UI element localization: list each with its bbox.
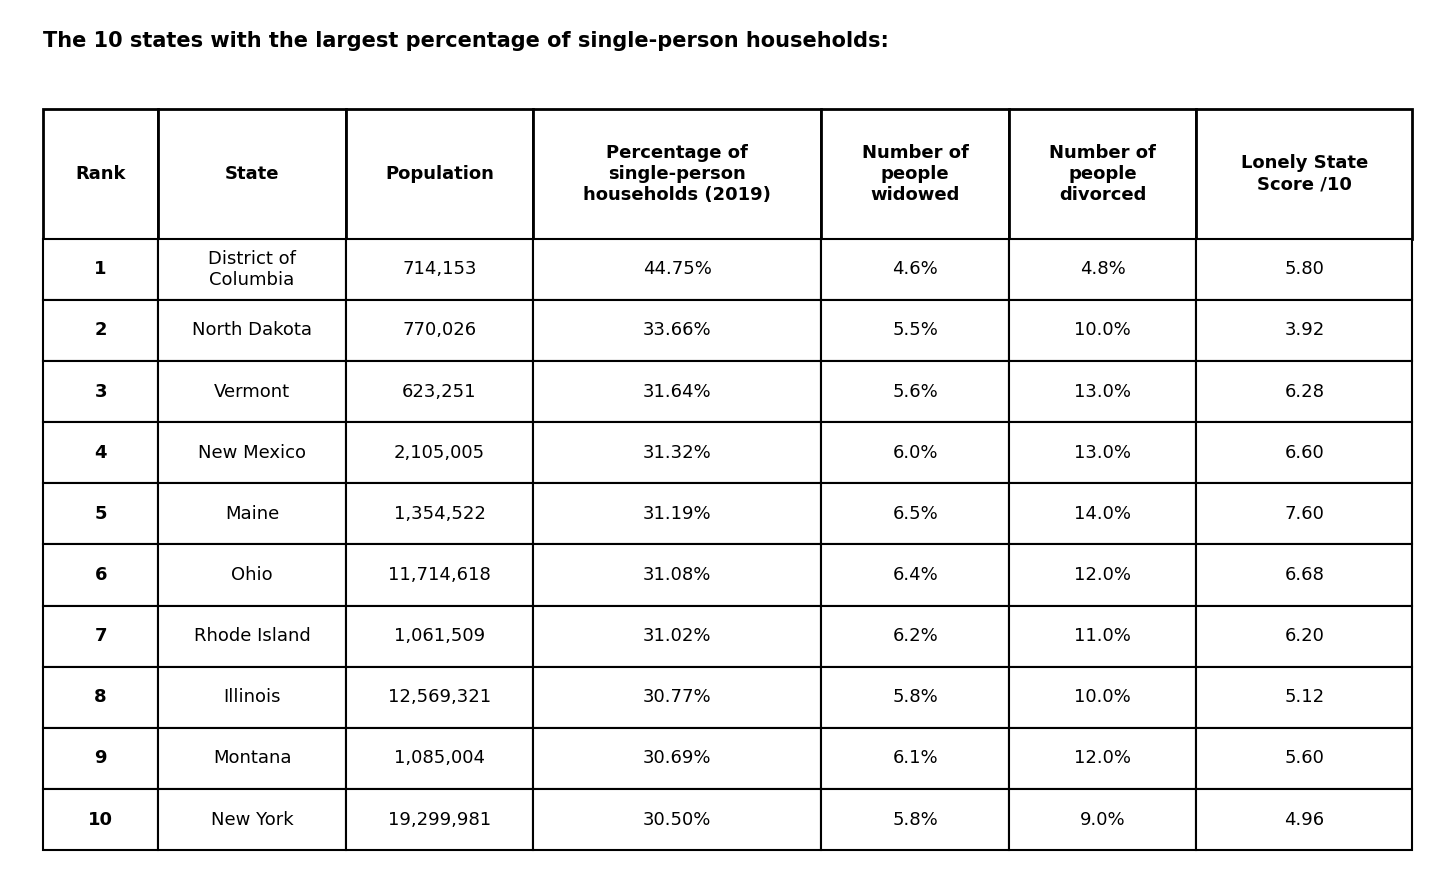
Text: Vermont: Vermont: [214, 383, 290, 400]
Text: 31.19%: 31.19%: [642, 505, 711, 523]
Text: 31.02%: 31.02%: [642, 627, 711, 645]
Text: 6.4%: 6.4%: [892, 566, 938, 584]
Text: 6.0%: 6.0%: [892, 444, 938, 462]
Text: 5.8%: 5.8%: [892, 811, 938, 828]
Text: Rank: Rank: [76, 165, 126, 183]
Text: Ohio: Ohio: [231, 566, 272, 584]
Text: The 10 states with the largest percentage of single-person households:: The 10 states with the largest percentag…: [43, 31, 889, 51]
Text: 3.92: 3.92: [1285, 322, 1325, 339]
Text: North Dakota: North Dakota: [192, 322, 313, 339]
Text: District of
Columbia: District of Columbia: [208, 250, 295, 289]
Text: 10: 10: [87, 811, 113, 828]
Text: 5.80: 5.80: [1285, 260, 1325, 278]
Text: 770,026: 770,026: [403, 322, 476, 339]
Text: 12.0%: 12.0%: [1074, 749, 1131, 767]
Text: 1: 1: [95, 260, 108, 278]
Text: 30.50%: 30.50%: [642, 811, 711, 828]
Text: 1,061,509: 1,061,509: [394, 627, 485, 645]
Text: 6.5%: 6.5%: [892, 505, 938, 523]
Text: 5.8%: 5.8%: [892, 688, 938, 706]
Text: 4.96: 4.96: [1285, 811, 1325, 828]
Text: 31.08%: 31.08%: [642, 566, 711, 584]
Text: Number of
people
widowed: Number of people widowed: [862, 144, 968, 204]
Text: 6.2%: 6.2%: [892, 627, 938, 645]
Text: 30.69%: 30.69%: [642, 749, 711, 767]
Text: 623,251: 623,251: [402, 383, 476, 400]
Text: 10.0%: 10.0%: [1074, 322, 1131, 339]
Text: 4.6%: 4.6%: [892, 260, 938, 278]
Text: 1,354,522: 1,354,522: [393, 505, 485, 523]
Text: 5.12: 5.12: [1285, 688, 1325, 706]
Text: 12.0%: 12.0%: [1074, 566, 1131, 584]
Text: 1,085,004: 1,085,004: [394, 749, 485, 767]
Text: 11,714,618: 11,714,618: [389, 566, 490, 584]
Text: Lonely State
Score /10: Lonely State Score /10: [1240, 154, 1368, 194]
Text: Illinois: Illinois: [224, 688, 281, 706]
Text: 5.5%: 5.5%: [892, 322, 938, 339]
Text: 10.0%: 10.0%: [1074, 688, 1131, 706]
Text: 714,153: 714,153: [402, 260, 476, 278]
Text: New Mexico: New Mexico: [198, 444, 305, 462]
Text: Number of
people
divorced: Number of people divorced: [1050, 144, 1156, 204]
Text: 4: 4: [95, 444, 108, 462]
Text: Rhode Island: Rhode Island: [194, 627, 310, 645]
Text: 5.6%: 5.6%: [892, 383, 938, 400]
Text: 13.0%: 13.0%: [1074, 444, 1131, 462]
Text: 12,569,321: 12,569,321: [387, 688, 490, 706]
Text: 6: 6: [95, 566, 108, 584]
Text: 31.32%: 31.32%: [642, 444, 711, 462]
Text: Percentage of
single-person
households (2019): Percentage of single-person households (…: [584, 144, 771, 204]
Text: 33.66%: 33.66%: [642, 322, 711, 339]
Text: 11.0%: 11.0%: [1074, 627, 1131, 645]
Text: 6.1%: 6.1%: [892, 749, 938, 767]
Text: 5.60: 5.60: [1285, 749, 1325, 767]
Text: 4.8%: 4.8%: [1080, 260, 1126, 278]
Text: State: State: [225, 165, 280, 183]
Text: Maine: Maine: [225, 505, 280, 523]
Text: 31.64%: 31.64%: [642, 383, 711, 400]
Text: 13.0%: 13.0%: [1074, 383, 1131, 400]
Text: 5: 5: [95, 505, 108, 523]
Text: 44.75%: 44.75%: [642, 260, 711, 278]
Text: 19,299,981: 19,299,981: [387, 811, 490, 828]
Text: 6.20: 6.20: [1285, 627, 1325, 645]
Text: 9.0%: 9.0%: [1080, 811, 1126, 828]
Text: Population: Population: [384, 165, 493, 183]
Text: 3: 3: [95, 383, 108, 400]
Text: 30.77%: 30.77%: [642, 688, 711, 706]
Text: 6.28: 6.28: [1285, 383, 1325, 400]
Text: 14.0%: 14.0%: [1074, 505, 1131, 523]
Text: 6.60: 6.60: [1285, 444, 1324, 462]
Text: 2: 2: [95, 322, 108, 339]
Text: 6.68: 6.68: [1285, 566, 1325, 584]
Text: 2,105,005: 2,105,005: [394, 444, 485, 462]
Text: 7.60: 7.60: [1285, 505, 1325, 523]
Text: New York: New York: [211, 811, 294, 828]
Text: 9: 9: [95, 749, 108, 767]
Text: Montana: Montana: [212, 749, 291, 767]
Text: 7: 7: [95, 627, 108, 645]
Text: 8: 8: [95, 688, 108, 706]
